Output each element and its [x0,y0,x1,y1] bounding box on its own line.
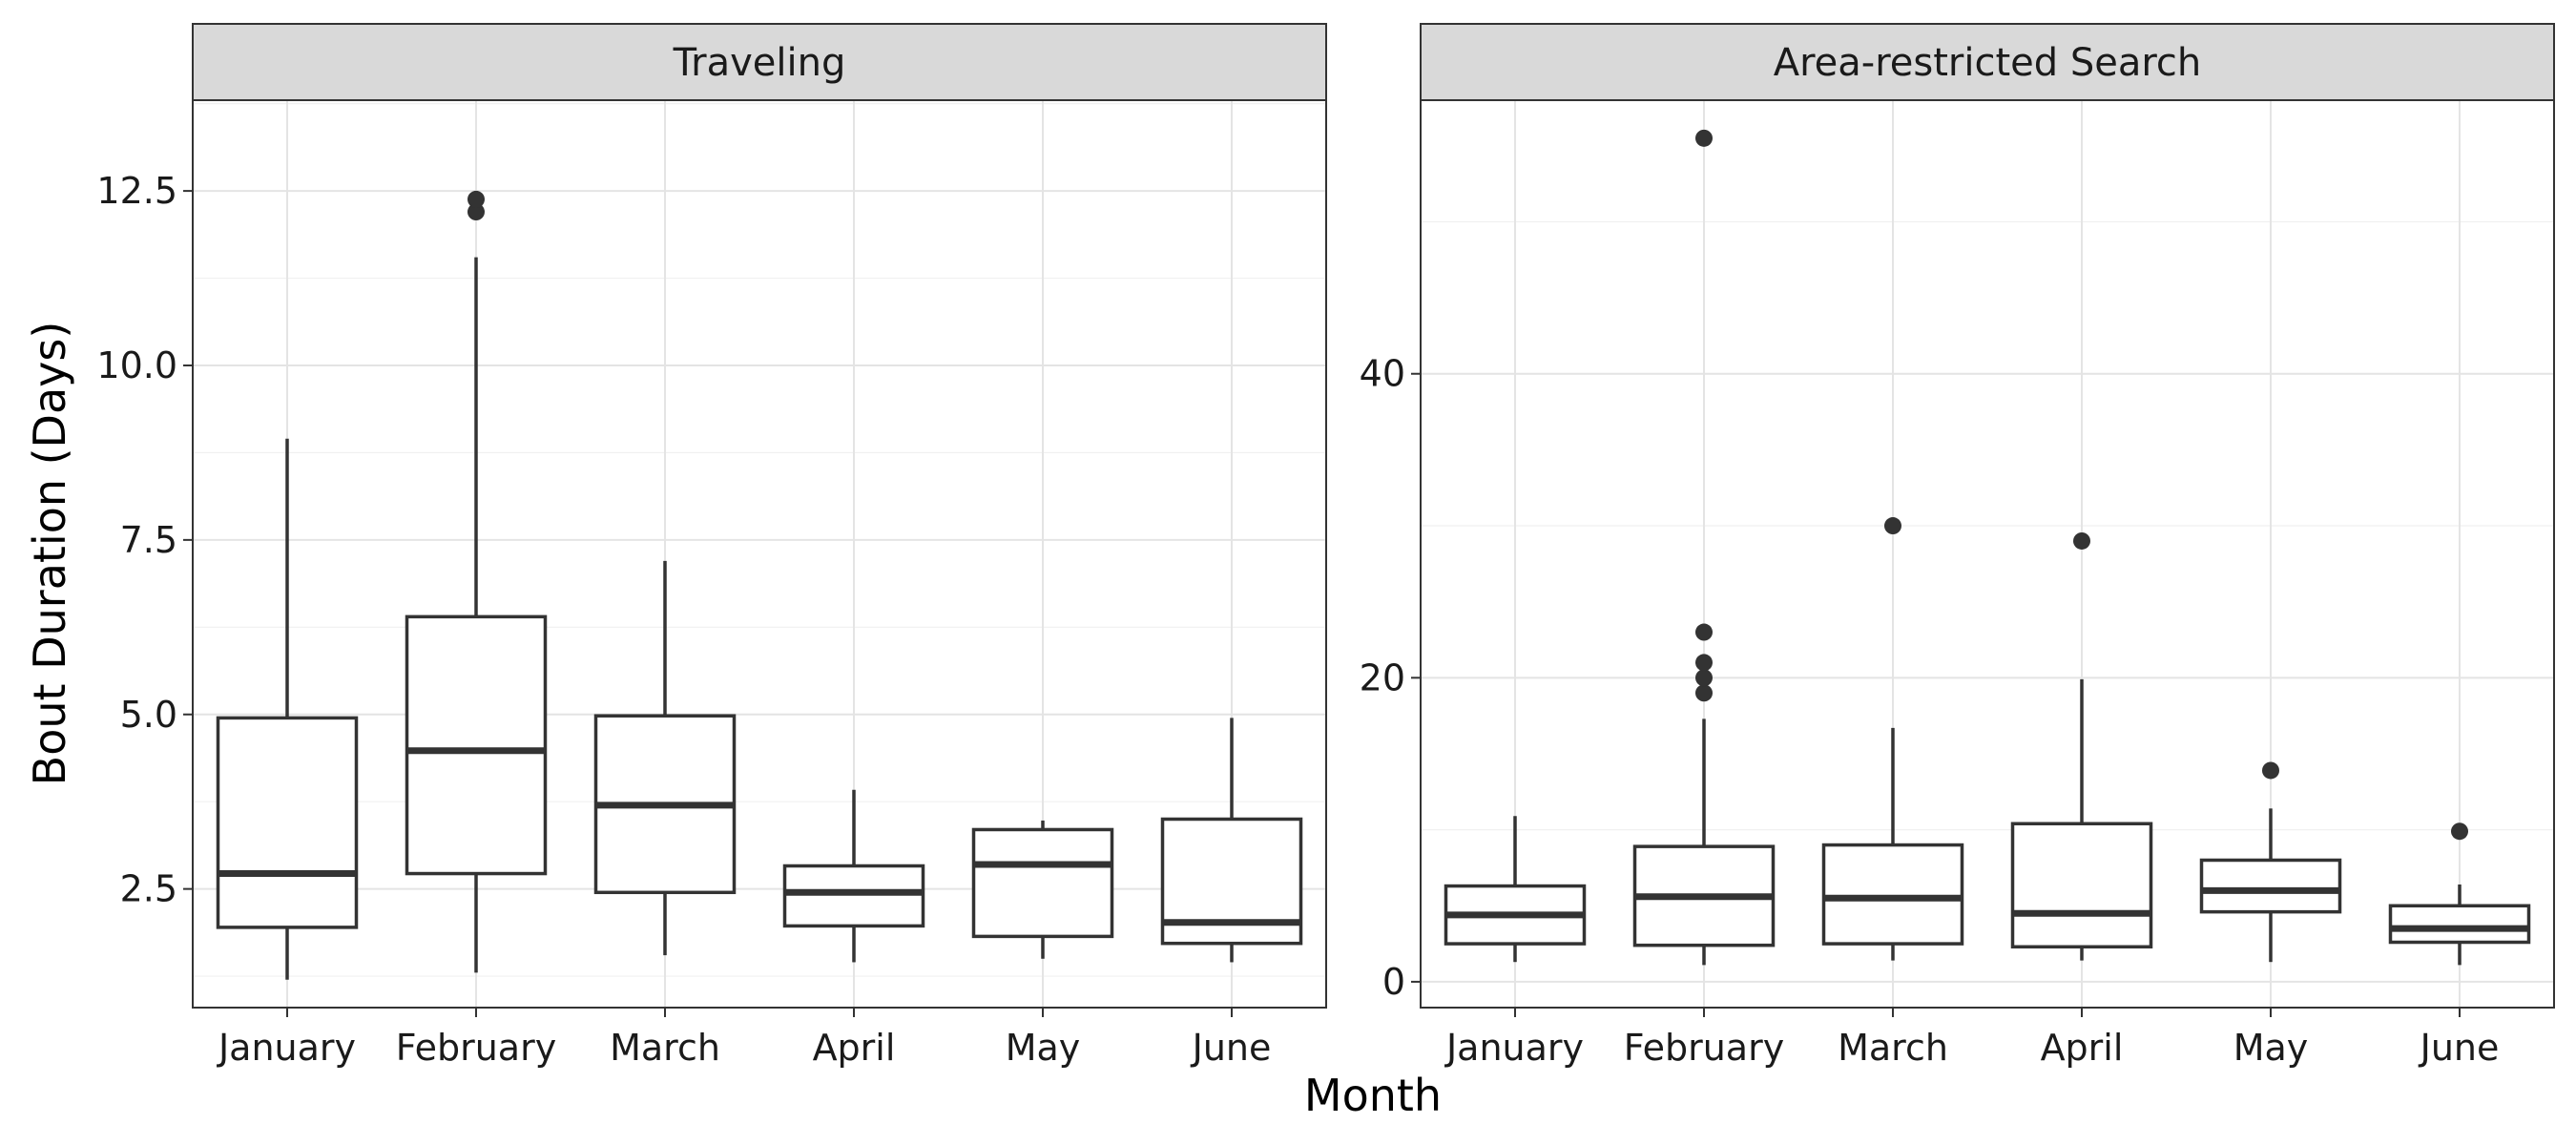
x-tick-label-february: February [396,1027,556,1069]
box-april [782,789,925,963]
outlier-point [467,203,485,221]
y-tick-label: 12.5 [96,170,177,212]
box-iqr [216,716,359,929]
outlier-point [1695,684,1713,702]
box-june [1160,718,1303,963]
x-tick-label-january: January [1444,1027,1584,1069]
outlier-point [1884,517,1901,535]
box-january [216,438,359,980]
outlier-point [2451,822,2468,841]
box-february [405,190,548,973]
panel-traveling: Traveling 2.5 5.0 7.5 10.0 12.5 January Febru… [96,23,1327,1069]
x-tick-label-february: February [1624,1027,1784,1069]
x-tick-label-march: March [610,1027,720,1069]
gridlines-traveling [193,100,1326,1008]
x-tick-label-april: April [813,1027,896,1069]
box-iqr [2388,904,2531,945]
x-tick-label-june: June [2419,1027,2500,1069]
x-tick-label-january: January [217,1027,356,1069]
panel-border-area-restricted-search [1420,99,2555,1009]
x-axis-title: Month [1304,1070,1442,1121]
y-tick-label: 40 [1360,353,1405,395]
outlier-point [467,190,485,208]
outlier-point [1695,129,1713,147]
box-iqr [2199,858,2342,914]
x-axis-traveling: January February March April May June [217,1008,1271,1069]
y-axis-title: Bout Duration (Days) [24,322,75,786]
outlier-point [1695,623,1713,641]
box-may [971,820,1114,959]
box-iqr [782,864,925,928]
outlier-point [2262,761,2279,780]
panel-background-area-restricted-search [1421,100,2554,1008]
x-tick-label-may: May [2233,1027,2309,1069]
y-tick-label: 7.5 [120,519,177,561]
box-february [1632,129,1776,966]
box-may [2199,761,2342,963]
panel-border-traveling [192,99,1327,1009]
y-tick-label: 2.5 [120,868,177,910]
boxes-traveling [216,190,1303,980]
x-axis-area-restricted-search: January February March April May June [1444,1008,2499,1069]
outlier-point [1695,654,1713,672]
y-axis-traveling: 2.5 5.0 7.5 10.0 12.5 [96,170,193,910]
y-tick-label: 10.0 [96,344,177,386]
panel-strip-area-restricted-search [1420,23,2555,101]
box-iqr [405,614,548,876]
y-axis-area-restricted-search: 0 20 40 [1360,353,1421,1003]
outlier-point [1695,669,1713,687]
box-iqr [2010,822,2153,949]
panel-strip-traveling [192,23,1327,101]
box-march [1821,517,1964,961]
y-tick-label: 5.0 [120,694,177,736]
panel-title-traveling: Traveling [673,41,846,85]
panel-title-area-restricted-search: Area-restricted Search [1774,41,2202,85]
box-january [1444,816,1587,963]
x-tick-label-may: May [1006,1027,1081,1069]
x-tick-label-march: March [1838,1027,1948,1069]
box-june [2388,822,2531,966]
y-tick-label: 20 [1360,656,1405,698]
y-tick-label: 0 [1382,961,1405,1003]
box-april [2010,531,2153,961]
boxes-area-restricted-search [1444,129,2531,966]
panel-background-traveling [193,100,1326,1008]
x-tick-label-april: April [2041,1027,2124,1069]
outlier-point [2073,531,2090,550]
box-march [593,560,737,956]
panel-area-restricted-search: Area-restricted Search 0 20 40 January Febr… [1360,23,2555,1069]
box-iqr [1821,843,1964,946]
box-iqr [971,827,1114,939]
x-tick-label-june: June [1191,1027,1272,1069]
